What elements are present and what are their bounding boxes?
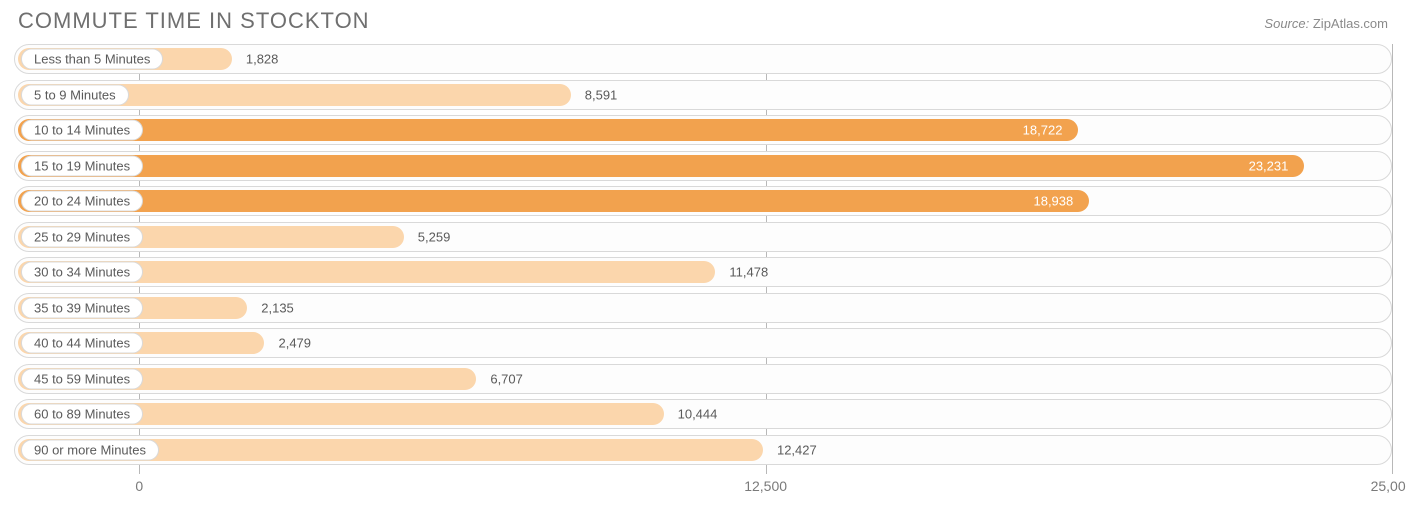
bar xyxy=(18,119,1078,141)
category-label: 5 to 9 Minutes xyxy=(21,84,129,105)
category-label: 30 to 34 Minutes xyxy=(21,262,143,283)
value-label: 18,938 xyxy=(1033,194,1073,209)
bar-row: 5 to 9 Minutes 8,591 xyxy=(14,80,1392,110)
bar-row: 60 to 89 Minutes 10,444 xyxy=(14,399,1392,429)
value-label: 2,479 xyxy=(278,336,311,351)
value-label: 1,828 xyxy=(246,52,279,67)
category-label: Less than 5 Minutes xyxy=(21,49,163,70)
category-label: 60 to 89 Minutes xyxy=(21,404,143,425)
value-label: 8,591 xyxy=(585,87,618,102)
category-label: 90 or more Minutes xyxy=(21,439,159,460)
chart-title: COMMUTE TIME IN STOCKTON xyxy=(18,8,370,34)
value-label: 2,135 xyxy=(261,300,294,315)
header: COMMUTE TIME IN STOCKTON Source: ZipAtla… xyxy=(0,0,1406,38)
category-label: 40 to 44 Minutes xyxy=(21,333,143,354)
bar-row: 25 to 29 Minutes 5,259 xyxy=(14,222,1392,252)
bar-row: 35 to 39 Minutes 2,135 xyxy=(14,293,1392,323)
bar-row: 45 to 59 Minutes 6,707 xyxy=(14,364,1392,394)
gridline xyxy=(1392,44,1393,474)
bar-row: 20 to 24 Minutes 18,938 xyxy=(14,186,1392,216)
category-label: 25 to 29 Minutes xyxy=(21,226,143,247)
bar-row: 40 to 44 Minutes 2,479 xyxy=(14,328,1392,358)
value-label: 11,478 xyxy=(729,265,768,280)
bar xyxy=(18,190,1089,212)
source-name: ZipAtlas.com xyxy=(1313,16,1388,31)
x-tick-label: 12,500 xyxy=(744,478,787,494)
source-attribution: Source: ZipAtlas.com xyxy=(1264,16,1388,31)
chart-container: COMMUTE TIME IN STOCKTON Source: ZipAtla… xyxy=(0,0,1406,522)
bar-row: 30 to 34 Minutes 11,478 xyxy=(14,257,1392,287)
x-tick-label: 25,000 xyxy=(1371,478,1406,494)
x-axis: 012,50025,000 xyxy=(14,474,1392,504)
chart-plot-area: Less than 5 Minutes 1,828 5 to 9 Minutes 8,… xyxy=(14,44,1392,474)
value-label: 18,722 xyxy=(1023,123,1063,138)
value-label: 12,427 xyxy=(777,442,817,457)
category-label: 35 to 39 Minutes xyxy=(21,297,143,318)
bar-row: 90 or more Minutes 12,427 xyxy=(14,435,1392,465)
bar-row: 10 to 14 Minutes 18,722 xyxy=(14,115,1392,145)
value-label: 5,259 xyxy=(418,229,451,244)
category-label: 20 to 24 Minutes xyxy=(21,191,143,212)
bar-row: 15 to 19 Minutes 23,231 xyxy=(14,151,1392,181)
category-label: 15 to 19 Minutes xyxy=(21,155,143,176)
value-label: 10,444 xyxy=(678,407,718,422)
value-label: 6,707 xyxy=(490,371,523,386)
category-label: 10 to 14 Minutes xyxy=(21,120,143,141)
value-label: 23,231 xyxy=(1249,158,1289,173)
source-label: Source: xyxy=(1264,16,1309,31)
bar-row: Less than 5 Minutes 1,828 xyxy=(14,44,1392,74)
x-tick-label: 0 xyxy=(135,478,143,494)
bar xyxy=(18,155,1304,177)
category-label: 45 to 59 Minutes xyxy=(21,368,143,389)
